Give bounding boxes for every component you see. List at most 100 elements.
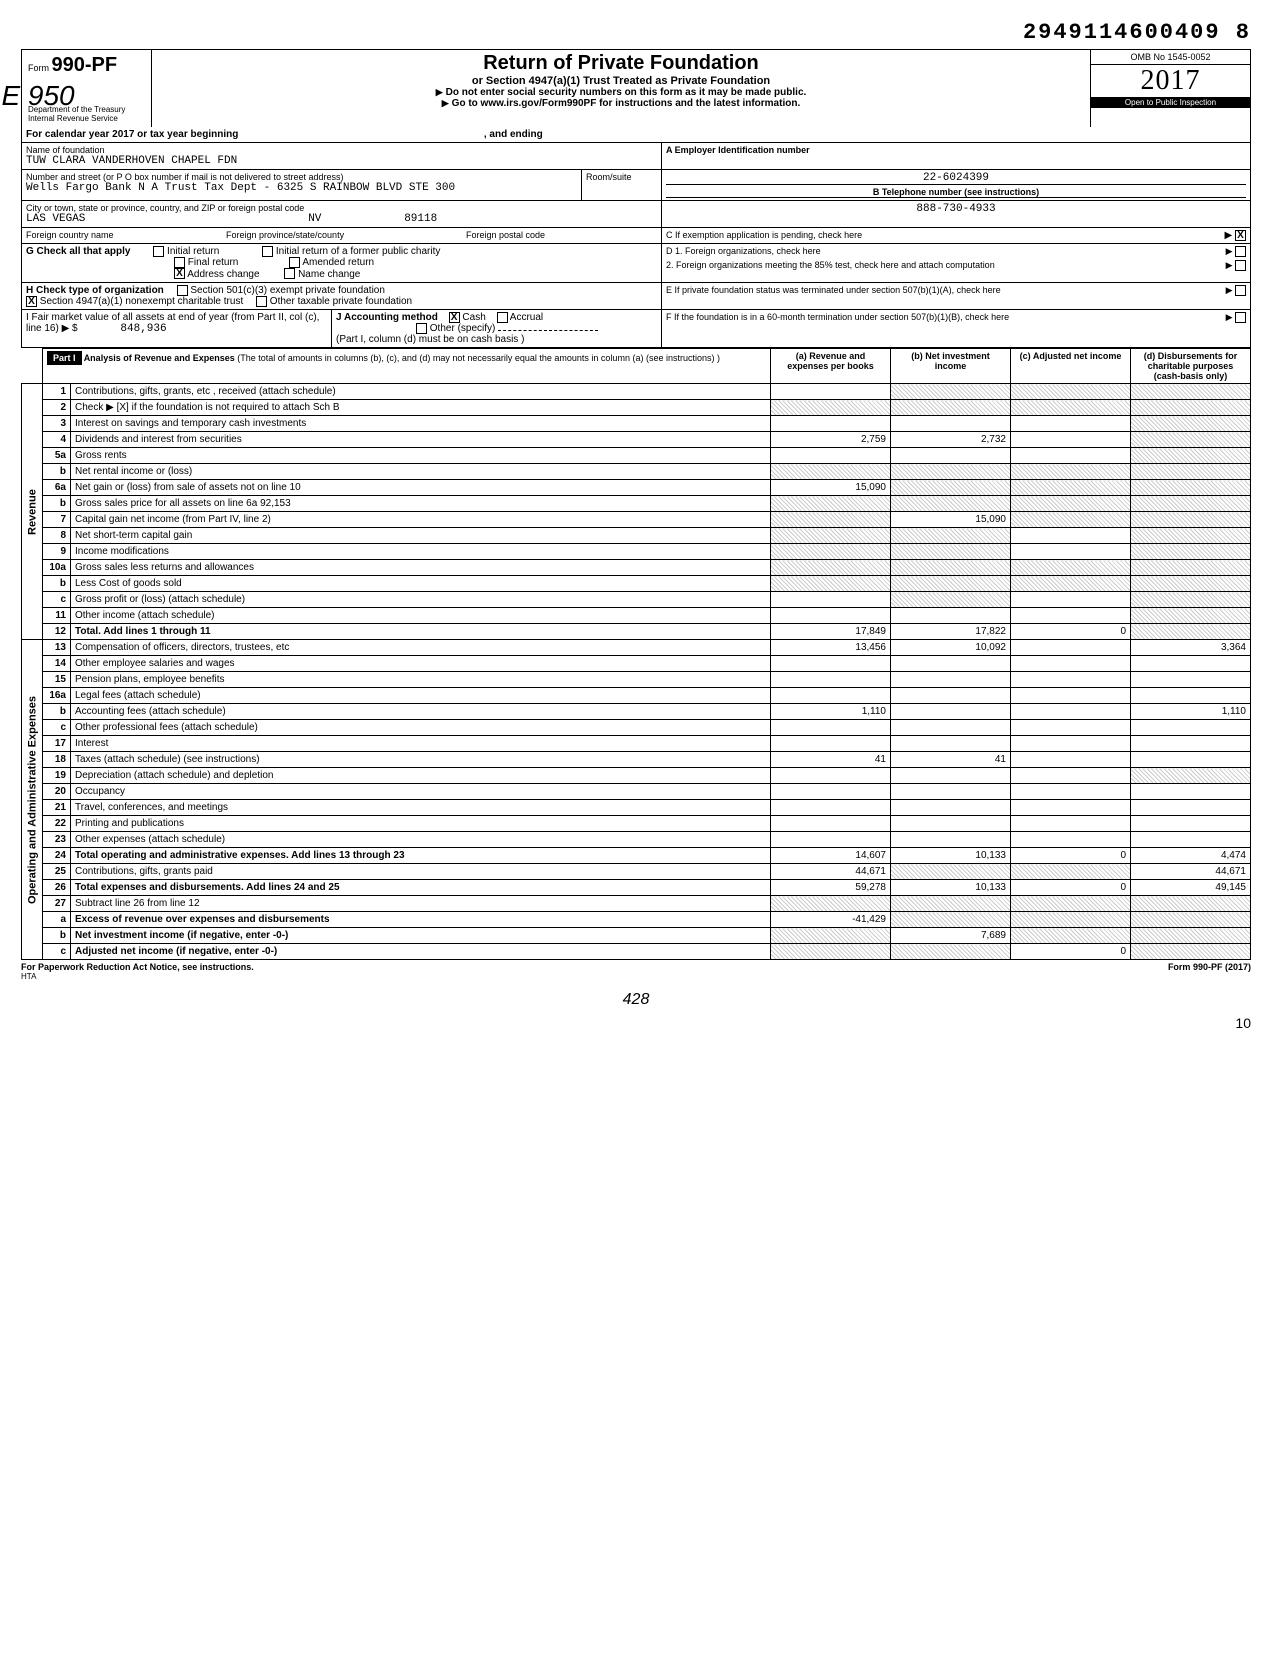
cell-c [1011,448,1131,464]
row-desc: Other professional fees (attach schedule… [71,720,771,736]
cell-b [891,672,1011,688]
row-num: 18 [43,752,71,768]
row-num: 3 [43,416,71,432]
other-tax-checkbox[interactable] [256,296,267,307]
cell-d [1131,528,1251,544]
accrual-label: Accrual [510,312,543,323]
row-desc: Total operating and administrative expen… [71,848,771,864]
initial-former-checkbox[interactable] [262,246,273,257]
initial-former-label: Initial return of a former public charit… [276,246,441,257]
room-label: Room/suite [586,172,657,182]
cell-a [771,544,891,560]
doc-number: 2949114600409 8 [21,20,1251,45]
row-desc: Pension plans, employee benefits [71,672,771,688]
amended-checkbox[interactable] [289,257,300,268]
cell-c [1011,384,1131,400]
city-label: City or town, state or province, country… [26,203,657,213]
instr-2: Go to www.irs.gov/Form990PF for instruct… [160,98,1082,109]
row-num: a [43,912,71,928]
cell-d [1131,912,1251,928]
row-num: b [43,496,71,512]
accrual-checkbox[interactable] [497,312,508,323]
phone-label: B Telephone number (see instructions) [666,184,1246,198]
cell-d [1131,576,1251,592]
cell-b: 17,822 [891,624,1011,640]
row-num: b [43,576,71,592]
address-checkbox[interactable]: X [174,268,185,279]
cell-d [1131,480,1251,496]
cell-c [1011,608,1131,624]
c-checkbox[interactable]: X [1235,230,1246,241]
cell-c [1011,784,1131,800]
cell-a [771,496,891,512]
e-checkbox[interactable] [1235,285,1246,296]
city: LAS VEGAS [26,213,85,225]
c-label: C If exemption application is pending, c… [666,230,862,240]
col-a-header: (a) Revenue and expenses per books [771,349,891,384]
name-change-label: Name change [298,269,360,280]
name-change-checkbox[interactable] [284,268,295,279]
state: NV [308,213,321,225]
d2-checkbox[interactable] [1235,260,1246,271]
cell-a: -41,429 [771,912,891,928]
s4947-checkbox[interactable]: X [26,296,37,307]
cell-a [771,416,891,432]
ein-label: A Employer Identification number [666,145,1246,155]
row-num: 15 [43,672,71,688]
cell-a [771,560,891,576]
row-desc: Contributions, gifts, grants, etc , rece… [71,384,771,400]
cell-c [1011,864,1131,880]
row-num: b [43,704,71,720]
cell-b [891,800,1011,816]
other-method-label: Other (specify) [430,323,496,334]
final-label: Final return [188,257,239,268]
cell-b: 41 [891,752,1011,768]
cell-a [771,896,891,912]
row-desc: Total expenses and disbursements. Add li… [71,880,771,896]
row-num: 2 [43,400,71,416]
row-num: 21 [43,800,71,816]
cell-c: 0 [1011,880,1131,896]
form-number: 990-PF [52,54,118,76]
other-tax-label: Other taxable private foundation [270,296,412,307]
e-label: E If private foundation status was termi… [666,285,1001,295]
cell-b [891,784,1011,800]
row-desc: Total. Add lines 1 through 11 [71,624,771,640]
other-method-checkbox[interactable] [416,323,427,334]
s501-checkbox[interactable] [177,285,188,296]
handwritten-428: 428 [21,991,1251,1009]
f-checkbox[interactable] [1235,312,1246,323]
cell-d [1131,944,1251,960]
row-desc: Travel, conferences, and meetings [71,800,771,816]
cell-a [771,928,891,944]
cell-b [891,400,1011,416]
cell-a [771,800,891,816]
cell-b [891,528,1011,544]
row-num: c [43,720,71,736]
cell-c [1011,480,1131,496]
row-desc: Income modifications [71,544,771,560]
cell-c [1011,496,1131,512]
initial-checkbox[interactable] [153,246,164,257]
row-desc: Less Cost of goods sold [71,576,771,592]
addr-label: Number and street (or P O box number if … [26,172,577,182]
row-desc: Contributions, gifts, grants paid [71,864,771,880]
hta-label: HTA [21,972,1251,981]
cell-c [1011,432,1131,448]
address-label: Address change [187,269,259,280]
cell-d: 3,364 [1131,640,1251,656]
cell-b [891,736,1011,752]
cell-d [1131,752,1251,768]
final-checkbox[interactable] [174,257,185,268]
cell-a [771,608,891,624]
cell-d [1131,512,1251,528]
cell-a: 2,759 [771,432,891,448]
inspection: Open to Public Inspection [1091,97,1250,108]
initial-label: Initial return [167,246,219,257]
cell-a [771,944,891,960]
row-desc: Other expenses (attach schedule) [71,832,771,848]
cash-checkbox[interactable]: X [449,312,460,323]
d1-checkbox[interactable] [1235,246,1246,257]
row-num: 5a [43,448,71,464]
cell-a [771,832,891,848]
